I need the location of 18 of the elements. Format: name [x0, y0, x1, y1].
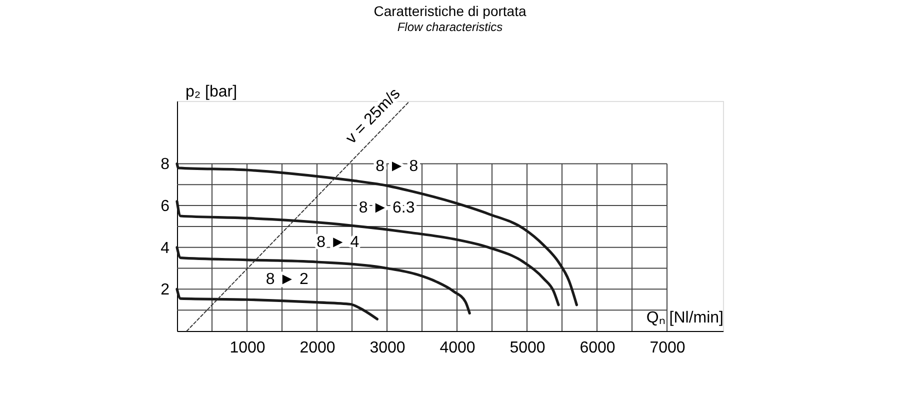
y-tick-label: 6: [160, 198, 170, 216]
x-tick-label: 4000: [440, 340, 476, 356]
chart-title: Caratteristiche di portata: [374, 3, 526, 19]
x-tick-label: 3000: [370, 340, 406, 356]
y-tick-label: 2: [160, 282, 170, 299]
y-axis-title: p₂ [bar]: [186, 84, 238, 100]
y-tick-label: 8: [160, 156, 170, 174]
y-tick-label: 4: [160, 240, 170, 257]
line-series: [176, 200, 560, 306]
x-tick-label: 5000: [510, 340, 546, 356]
chart-subtitle: Flow characteristics: [397, 20, 503, 34]
x-tick-label: 6000: [580, 340, 616, 356]
line-series: [176, 246, 471, 315]
x-tick-label: 2000: [300, 340, 336, 356]
x-axis-title: Qₙ [Nl/min]: [646, 310, 724, 326]
x-tick-label: 7000: [650, 340, 686, 356]
x-tick-label: 1000: [230, 340, 266, 356]
line-series: [176, 288, 378, 320]
